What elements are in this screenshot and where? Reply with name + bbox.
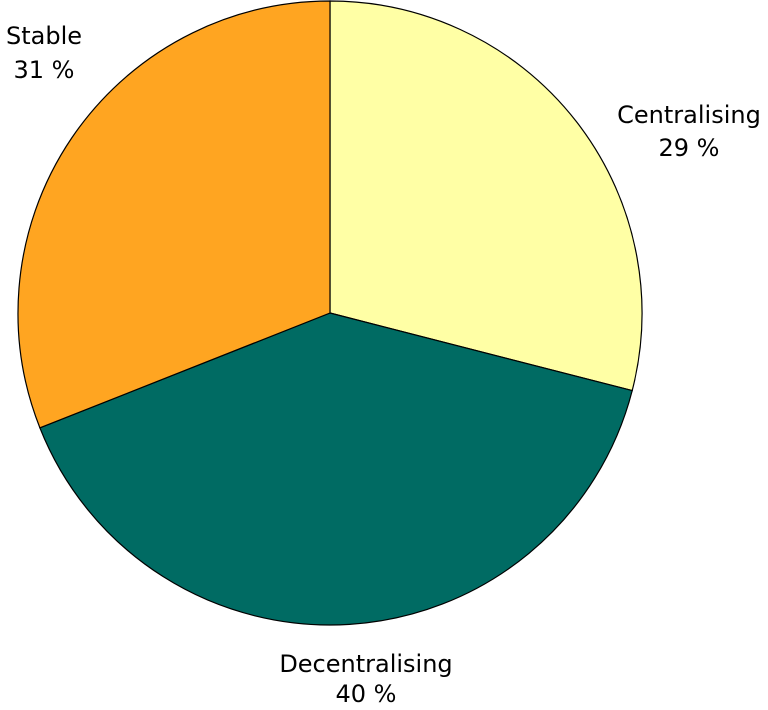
pie-slice-decentralising <box>39 312 633 626</box>
label-decentralising-name: Decentralising <box>279 650 452 678</box>
pie-slice-stable <box>17 0 331 429</box>
pie-slices <box>17 0 643 626</box>
label-stable-value: 31 % <box>14 56 75 84</box>
label-decentralising-value: 40 % <box>336 680 397 708</box>
label-stable-name: Stable <box>6 22 82 50</box>
label-centralising-name: Centralising <box>617 101 761 129</box>
label-centralising-value: 29 % <box>659 134 720 162</box>
pie-slice-centralising <box>329 0 643 392</box>
